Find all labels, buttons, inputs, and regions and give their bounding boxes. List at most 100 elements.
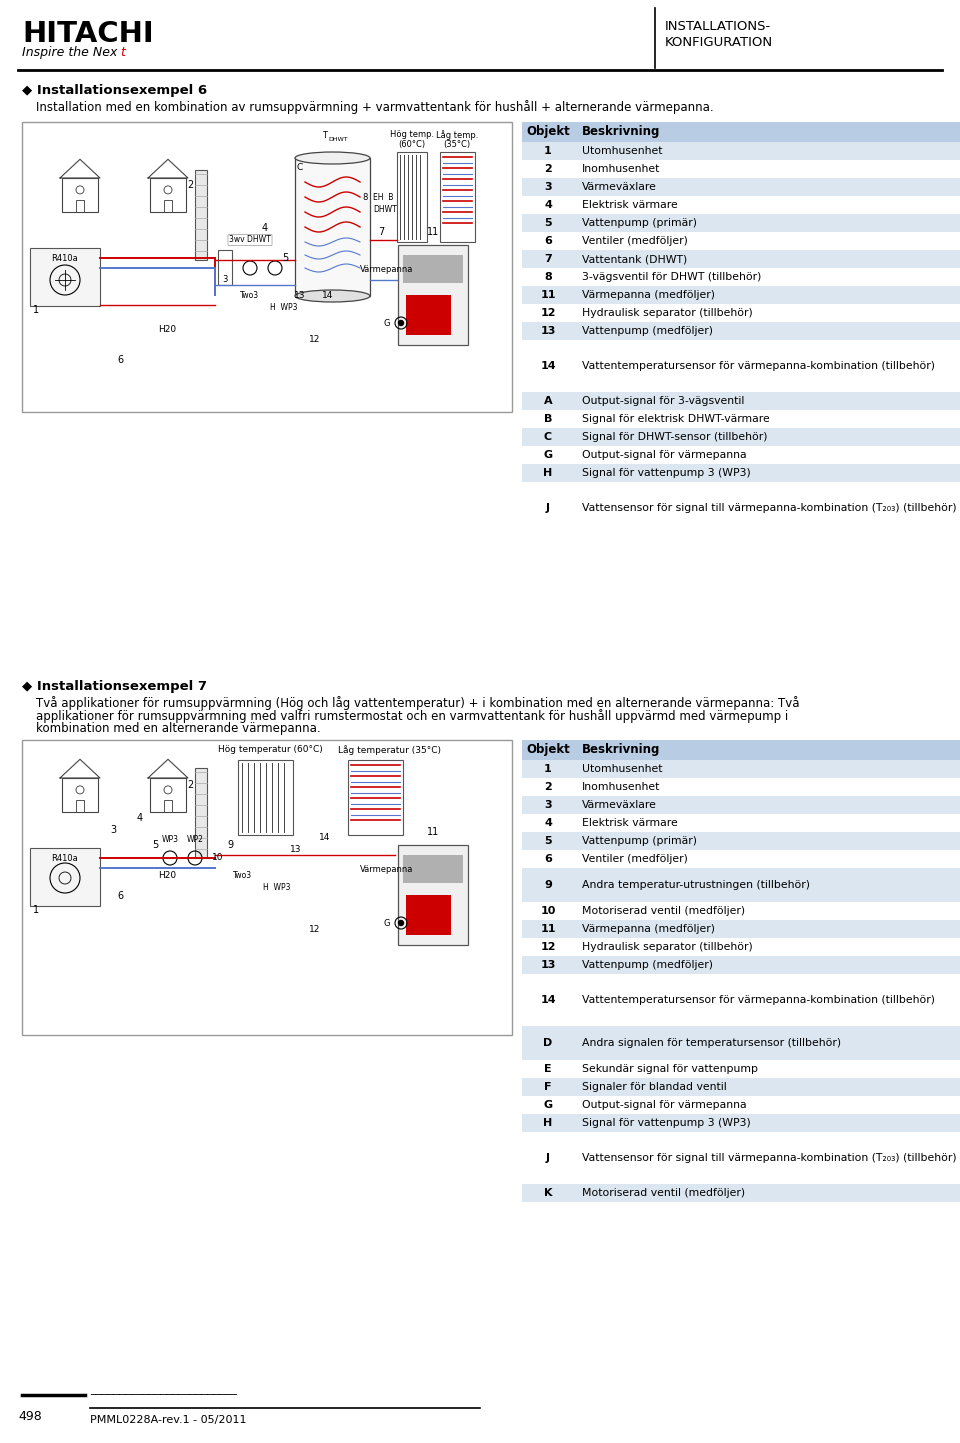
Text: 11: 11 <box>427 227 439 237</box>
Bar <box>574 760 960 778</box>
Bar <box>574 232 960 250</box>
Text: Output-signal för 3-vägsventil: Output-signal för 3-vägsventil <box>582 395 744 405</box>
Bar <box>574 177 960 196</box>
Bar <box>574 814 960 833</box>
Bar <box>522 429 574 446</box>
Text: Beskrivning: Beskrivning <box>582 126 660 139</box>
Text: K: K <box>543 1188 552 1198</box>
Bar <box>195 768 207 859</box>
Text: 14: 14 <box>320 834 330 843</box>
Text: 3: 3 <box>110 825 116 835</box>
Bar <box>574 1078 960 1097</box>
Text: Värmepanna: Värmepanna <box>360 866 414 874</box>
Text: 5: 5 <box>152 840 158 850</box>
Text: Ventiler (medföljer): Ventiler (medföljer) <box>582 854 688 864</box>
Bar <box>574 446 960 465</box>
Text: 4: 4 <box>262 224 268 232</box>
Text: 5: 5 <box>544 835 552 846</box>
Text: Utomhusenhet: Utomhusenhet <box>582 146 662 156</box>
Bar <box>522 740 574 760</box>
Text: Objekt: Objekt <box>526 126 570 139</box>
Text: t: t <box>120 46 125 59</box>
Text: Elektrisk värmare: Elektrisk värmare <box>582 201 678 211</box>
Text: 12: 12 <box>309 925 321 935</box>
Bar <box>522 392 574 410</box>
Bar <box>574 902 960 921</box>
Bar <box>522 196 574 214</box>
Text: 13: 13 <box>295 290 305 300</box>
Text: 4: 4 <box>544 818 552 828</box>
Bar <box>574 196 960 214</box>
Bar <box>403 856 463 883</box>
Bar <box>522 304 574 322</box>
Bar <box>522 778 574 797</box>
Text: Inspire the Nex: Inspire the Nex <box>22 46 117 59</box>
Bar <box>164 799 172 812</box>
Bar <box>522 957 574 974</box>
Text: Signal för DHWT-sensor (tillbehör): Signal för DHWT-sensor (tillbehör) <box>582 431 767 442</box>
Bar <box>403 255 463 283</box>
Text: 6: 6 <box>117 355 123 365</box>
Bar <box>574 286 960 304</box>
Text: H  WP3: H WP3 <box>263 883 291 893</box>
Bar <box>522 938 574 957</box>
Text: Hydraulisk separator (tillbehör): Hydraulisk separator (tillbehör) <box>582 942 753 952</box>
Text: G: G <box>383 319 390 328</box>
Text: kombination med en alternerande värmepanna.: kombination med en alternerande värmepan… <box>36 722 321 734</box>
Bar <box>574 429 960 446</box>
Text: Värmeväxlare: Värmeväxlare <box>582 799 657 810</box>
Text: Signal för vattenpump 3 (WP3): Signal för vattenpump 3 (WP3) <box>582 468 751 478</box>
Text: J: J <box>546 504 550 514</box>
Bar <box>150 778 186 812</box>
Text: Installation med en kombination av rumsuppvärmning + varmvattentank för hushåll : Installation med en kombination av rumsu… <box>36 100 713 114</box>
Text: 14: 14 <box>540 996 556 1004</box>
Text: 3: 3 <box>544 182 552 192</box>
Bar <box>522 814 574 833</box>
Text: 11: 11 <box>427 827 439 837</box>
Bar <box>522 902 574 921</box>
Text: 10: 10 <box>540 906 556 916</box>
Text: Två applikationer för rumsuppvärmning (Hög och låg vattentemperatur) + i kombina: Två applikationer för rumsuppvärmning (H… <box>36 696 800 710</box>
Text: C: C <box>297 163 303 172</box>
Bar <box>574 740 960 760</box>
Text: 6: 6 <box>117 890 123 900</box>
Text: Two3: Two3 <box>233 870 252 879</box>
Bar <box>574 974 960 1026</box>
Text: HITACHI: HITACHI <box>22 20 154 48</box>
Text: Utomhusenhet: Utomhusenhet <box>582 763 662 773</box>
Text: KONFIGURATION: KONFIGURATION <box>665 36 773 49</box>
Circle shape <box>398 320 403 326</box>
Text: Vattenpump (medföljer): Vattenpump (medföljer) <box>582 960 713 970</box>
Text: 5: 5 <box>282 253 288 263</box>
Bar <box>522 1061 574 1078</box>
Bar <box>574 322 960 341</box>
Text: 11: 11 <box>540 290 556 300</box>
Text: Vattensensor för signal till värmepanna-kombination (T₂₀₃) (tillbehör): Vattensensor för signal till värmepanna-… <box>582 1153 956 1163</box>
Text: Hög temperatur (60°C): Hög temperatur (60°C) <box>218 745 323 755</box>
Text: 14: 14 <box>323 290 334 300</box>
Bar <box>440 152 475 242</box>
Text: 2: 2 <box>187 781 193 789</box>
Text: Motoriserad ventil (medföljer): Motoriserad ventil (medföljer) <box>582 1188 745 1198</box>
Bar <box>574 921 960 938</box>
Text: R410a: R410a <box>52 854 79 863</box>
Bar <box>406 294 451 335</box>
Bar <box>574 797 960 814</box>
Bar <box>574 938 960 957</box>
Bar <box>406 895 451 935</box>
Text: 2: 2 <box>544 782 552 792</box>
Bar <box>398 245 468 345</box>
Bar <box>522 833 574 850</box>
Text: Andra temperatur-utrustningen (tillbehör): Andra temperatur-utrustningen (tillbehör… <box>582 880 810 890</box>
Text: Vattentank (DHWT): Vattentank (DHWT) <box>582 254 687 264</box>
Bar <box>522 141 574 160</box>
Bar <box>522 123 574 141</box>
Text: 4: 4 <box>544 201 552 211</box>
Text: Andra signalen för temperatursensor (tillbehör): Andra signalen för temperatursensor (til… <box>582 1038 841 1048</box>
Text: F: F <box>544 1082 552 1092</box>
Text: Hydraulisk separator (tillbehör): Hydraulisk separator (tillbehör) <box>582 307 753 317</box>
Bar <box>574 1114 960 1131</box>
Text: Signal för elektrisk DHWT-värmare: Signal för elektrisk DHWT-värmare <box>582 414 770 424</box>
Text: D: D <box>543 1038 553 1048</box>
Text: Värmepanna (medföljer): Värmepanna (medföljer) <box>582 290 715 300</box>
